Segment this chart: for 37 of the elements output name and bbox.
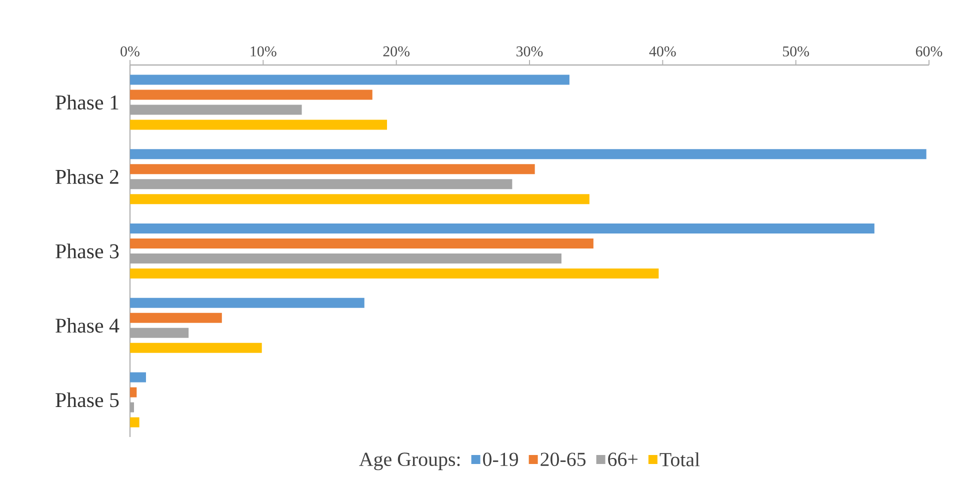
bar (130, 224, 874, 234)
legend-label: Total (660, 452, 700, 466)
bar (130, 90, 372, 100)
legend-label: 0-19 (483, 452, 518, 466)
y-tick-label: Phase 1 (56, 94, 118, 110)
bar (130, 74, 570, 85)
legend-label: 66+ (608, 452, 638, 466)
bar (130, 179, 512, 190)
bar (130, 372, 146, 382)
y-tick-label: Phase 4 (56, 318, 120, 333)
bar (130, 194, 590, 204)
bar (130, 268, 659, 279)
y-tick-label: Phase 5 (56, 392, 119, 408)
x-tick-label: 10% (250, 46, 276, 56)
bar (130, 328, 189, 338)
legend-label: 20-65 (540, 452, 586, 466)
bar (130, 387, 137, 398)
bar (130, 104, 302, 115)
x-tick-label: 30% (516, 46, 543, 56)
y-tick-label: Phase 2 (56, 169, 118, 184)
y-tick-label: Phase 3 (56, 244, 119, 258)
bar (130, 164, 535, 174)
x-tick-label: 40% (649, 46, 676, 56)
bar (130, 402, 134, 412)
bar (130, 149, 926, 160)
legend-title: Age Groups: (359, 452, 460, 470)
x-tick-label: 50% (783, 46, 810, 56)
bar (130, 120, 388, 130)
bar (130, 417, 140, 428)
bar (130, 312, 222, 323)
bar (130, 342, 262, 353)
bar (130, 298, 364, 308)
bar (130, 254, 562, 264)
x-tick-label: 0% (120, 46, 140, 56)
x-tick-label: 60% (916, 46, 942, 56)
x-tick-label: 20% (383, 46, 410, 56)
bar (130, 238, 594, 249)
